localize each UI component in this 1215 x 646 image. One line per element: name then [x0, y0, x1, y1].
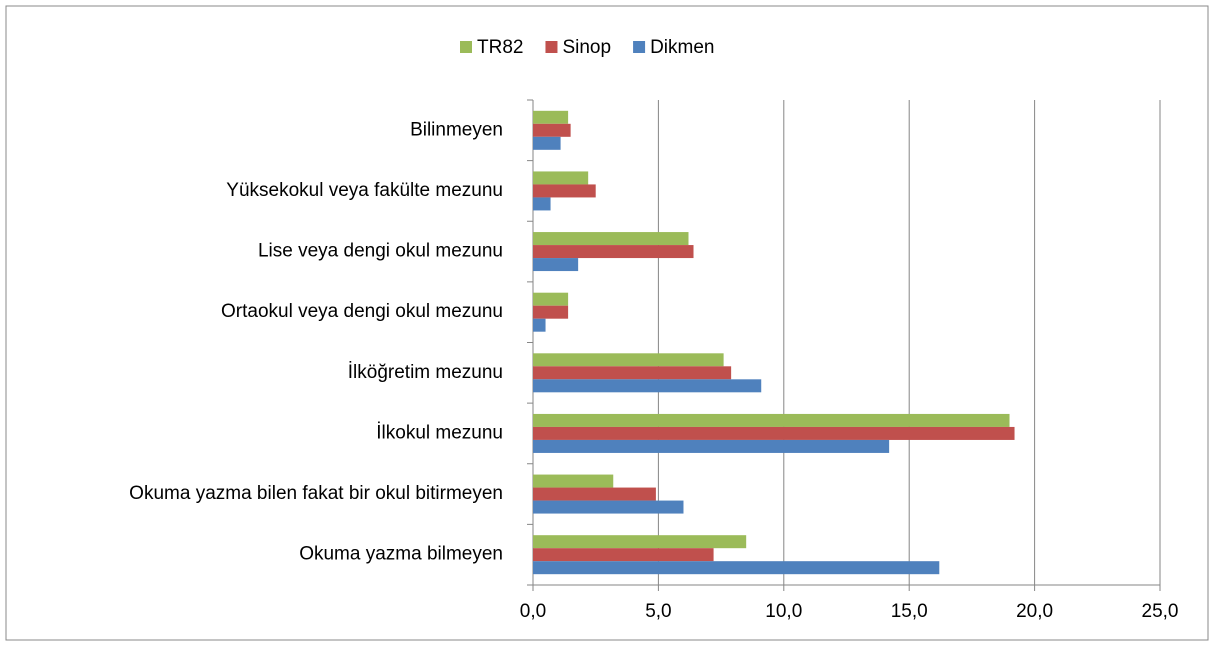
y-tick-label: Yüksekokul veya fakülte mezunu: [226, 180, 503, 201]
legend-label: Dikmen: [650, 37, 714, 58]
bar: [533, 366, 732, 380]
legend-swatch: [545, 41, 558, 53]
legend-swatch: [460, 41, 472, 53]
y-tick-label: Bilinmeyen: [410, 119, 503, 140]
y-tick-label: Okuma yazma bilen fakat bir okul bitirme…: [129, 483, 503, 504]
bar: [533, 258, 579, 272]
bar: [533, 184, 596, 198]
bar: [533, 487, 656, 501]
bar: [533, 426, 1015, 440]
legend-label: Sinop: [562, 37, 611, 58]
bar: [533, 439, 890, 453]
x-tick-label: 25,0: [1142, 601, 1179, 622]
y-tick-label: Lise veya dengi okul mezunu: [258, 241, 503, 262]
x-tick-label: 20,0: [1016, 601, 1053, 622]
bar: [533, 379, 762, 393]
x-tick-label: 15,0: [891, 601, 928, 622]
bar: [533, 535, 747, 549]
y-tick-label: İlköğretim mezunu: [348, 362, 503, 383]
legend-swatch: [633, 41, 646, 53]
x-tick-label: 5,0: [645, 601, 671, 622]
bar: [533, 305, 569, 319]
x-tick-label: 10,0: [765, 601, 802, 622]
bar: [533, 318, 546, 332]
bar: [533, 474, 614, 488]
bar: [533, 292, 569, 306]
bar: [533, 413, 1010, 427]
bar: [533, 500, 684, 514]
bar: [533, 232, 689, 246]
bar: [533, 548, 714, 562]
bar: [533, 561, 940, 575]
bar: [533, 171, 589, 185]
x-tick-label: 0,0: [520, 601, 546, 622]
y-tick-label: Okuma yazma bilmeyen: [299, 544, 503, 565]
y-tick-label: Ortaokul veya dengi okul mezunu: [221, 301, 503, 322]
y-tick-label: İlkokul mezunu: [376, 422, 503, 443]
bar: [533, 123, 571, 137]
bar: [533, 110, 569, 124]
bar: [533, 136, 561, 150]
bar: [533, 245, 694, 259]
chart-border: [5, 5, 1209, 641]
bar: [533, 353, 724, 367]
bar: [533, 197, 551, 211]
legend-label: TR82: [477, 37, 523, 58]
